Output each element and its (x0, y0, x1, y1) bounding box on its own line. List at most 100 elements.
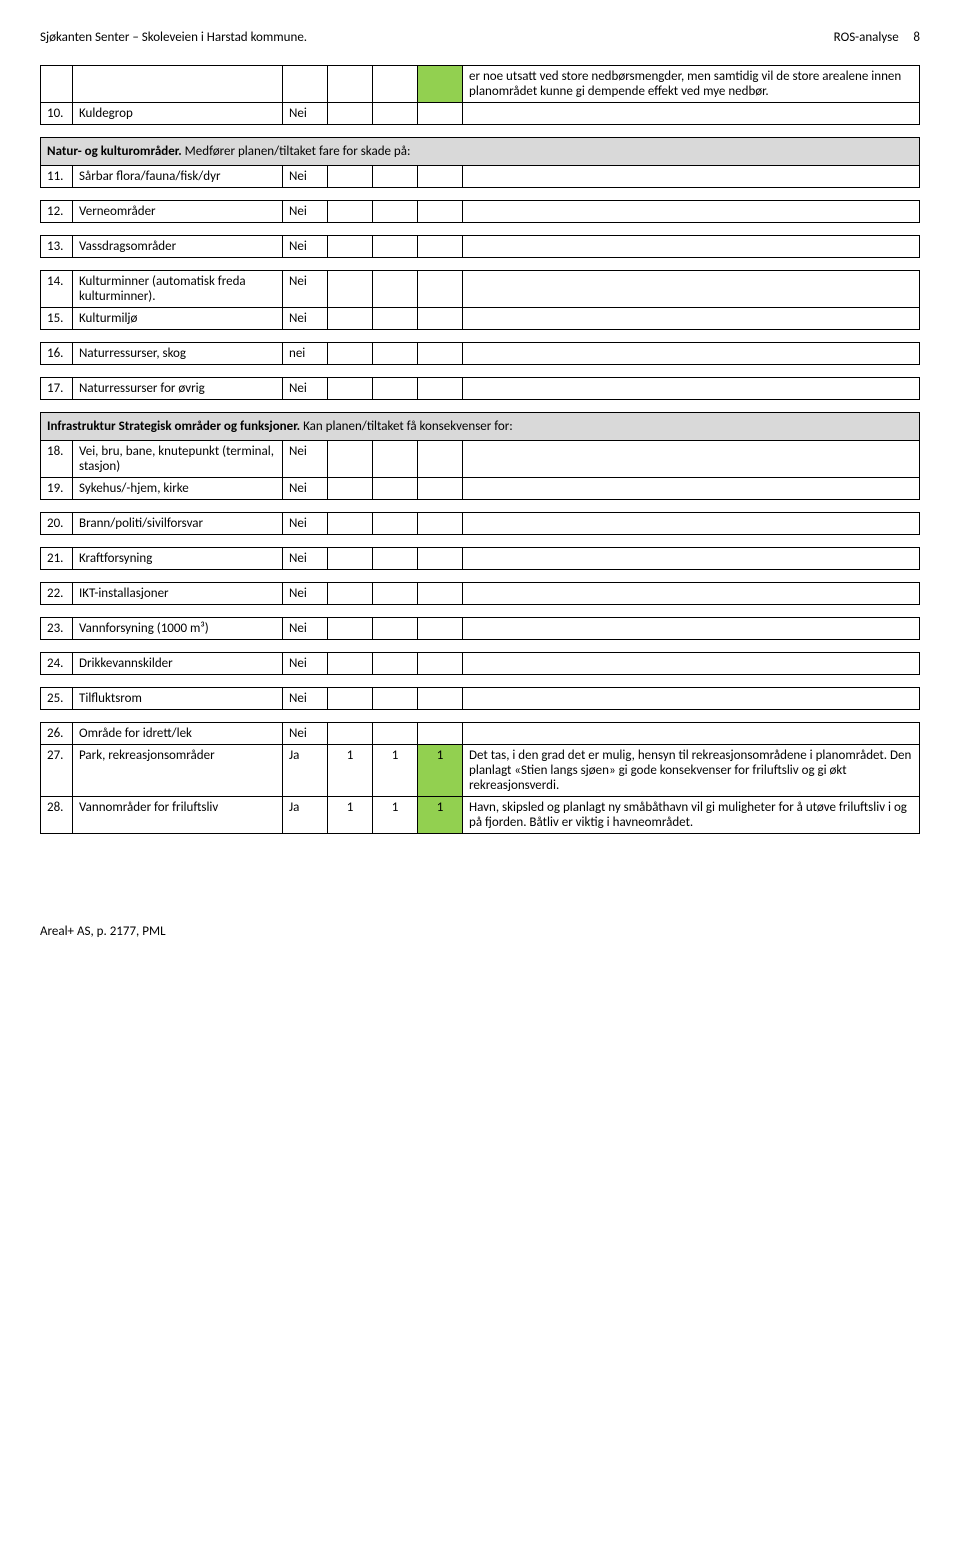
row-n2 (373, 548, 418, 570)
row-num: 11. (41, 166, 73, 188)
row-val: Nei (283, 688, 328, 710)
row-n1 (328, 271, 373, 308)
table-row: 18.Vei, bru, bane, knutepunkt (terminal,… (41, 441, 920, 478)
row-num: 16. (41, 343, 73, 365)
row-num: 25. (41, 688, 73, 710)
row-label: Sårbar flora/fauna/fisk/dyr (73, 166, 283, 188)
row-val: Nei (283, 378, 328, 400)
row-num: 26. (41, 723, 73, 745)
row-label: Naturressurser, skog (73, 343, 283, 365)
row-label: Område for idrett/lek (73, 723, 283, 745)
ros-table: 23.Vannforsyning (1000 m³)Nei (40, 617, 920, 640)
section-header: Natur- og kulturområder. Medfører planen… (41, 138, 920, 166)
table-row: 16.Naturressurser, skognei (41, 343, 920, 365)
row-n1 (328, 441, 373, 478)
row-n3 (418, 441, 463, 478)
row-comment: Det tas, i den grad det er mulig, hensyn… (463, 745, 920, 797)
row-label: Vannforsyning (1000 m³) (73, 618, 283, 640)
row-n2 (373, 688, 418, 710)
row-val: Nei (283, 308, 328, 330)
row-n3 (418, 271, 463, 308)
table-row: 25.TilfluktsromNei (41, 688, 920, 710)
row-comment (463, 723, 920, 745)
row-label: Drikkevannskilder (73, 653, 283, 675)
row-label: Kulturmiljø (73, 308, 283, 330)
ros-table: Infrastruktur Strategisk områder og funk… (40, 412, 920, 500)
row-num: 10. (41, 103, 73, 125)
row-comment (463, 343, 920, 365)
table-row: 20.Brann/politi/sivilforsvarNei (41, 513, 920, 535)
row-num: 22. (41, 583, 73, 605)
row-label (73, 66, 283, 103)
row-n2 (373, 653, 418, 675)
row-label: Vei, bru, bane, knutepunkt (terminal, st… (73, 441, 283, 478)
table-row: 28.Vannområder for friluftslivJa111Havn,… (41, 797, 920, 834)
row-label: Park, rekreasjonsområder (73, 745, 283, 797)
row-val: Nei (283, 513, 328, 535)
row-label: Verneområder (73, 201, 283, 223)
row-comment (463, 201, 920, 223)
row-num: 28. (41, 797, 73, 834)
row-n2: 1 (373, 745, 418, 797)
row-comment (463, 103, 920, 125)
row-label: Sykehus/-hjem, kirke (73, 478, 283, 500)
row-comment (463, 513, 920, 535)
ros-table: 17.Naturressurser for øvrigNei (40, 377, 920, 400)
row-n2 (373, 66, 418, 103)
row-n2 (373, 201, 418, 223)
table-row: 26.Område for idrett/lekNei (41, 723, 920, 745)
table-row: 17.Naturressurser for øvrigNei (41, 378, 920, 400)
table-row: 27.Park, rekreasjonsområderJa111Det tas,… (41, 745, 920, 797)
row-n2 (373, 166, 418, 188)
section-header-row: Natur- og kulturområder. Medfører planen… (41, 138, 920, 166)
row-num: 17. (41, 378, 73, 400)
row-num: 12. (41, 201, 73, 223)
row-val: Nei (283, 478, 328, 500)
table-row: 11.Sårbar flora/fauna/fisk/dyrNei (41, 166, 920, 188)
row-num: 23. (41, 618, 73, 640)
row-n3 (418, 378, 463, 400)
row-val: nei (283, 343, 328, 365)
row-n3 (418, 201, 463, 223)
row-label: Naturressurser for øvrig (73, 378, 283, 400)
row-n3 (418, 308, 463, 330)
row-n1 (328, 548, 373, 570)
row-val: Nei (283, 583, 328, 605)
row-label: Kuldegrop (73, 103, 283, 125)
row-n1 (328, 201, 373, 223)
row-n3 (418, 583, 463, 605)
table-row: 12.VerneområderNei (41, 201, 920, 223)
row-n2 (373, 441, 418, 478)
row-comment (463, 308, 920, 330)
row-comment (463, 618, 920, 640)
row-n2 (373, 723, 418, 745)
row-num (41, 66, 73, 103)
row-val: Nei (283, 271, 328, 308)
row-comment (463, 478, 920, 500)
row-n1 (328, 236, 373, 258)
row-label: Vassdragsområder (73, 236, 283, 258)
row-label: IKT-installasjoner (73, 583, 283, 605)
row-n2 (373, 103, 418, 125)
row-n1 (328, 378, 373, 400)
ros-table: 20.Brann/politi/sivilforsvarNei (40, 512, 920, 535)
ros-table: Natur- og kulturområder. Medfører planen… (40, 137, 920, 188)
row-val: Ja (283, 745, 328, 797)
row-val: Nei (283, 103, 328, 125)
ros-table: 16.Naturressurser, skognei (40, 342, 920, 365)
row-n2 (373, 271, 418, 308)
row-n3 (418, 236, 463, 258)
ros-table: 26.Område for idrett/lekNei27.Park, rekr… (40, 722, 920, 834)
table-row: 22.IKT-installasjonerNei (41, 583, 920, 605)
row-comment (463, 441, 920, 478)
table-row: 13.VassdragsområderNei (41, 236, 920, 258)
row-n2 (373, 513, 418, 535)
row-n1 (328, 653, 373, 675)
row-val: Nei (283, 548, 328, 570)
table-row: 10.KuldegropNei (41, 103, 920, 125)
header-left: Sjøkanten Senter – Skoleveien i Harstad … (40, 30, 307, 45)
row-num: 27. (41, 745, 73, 797)
row-num: 20. (41, 513, 73, 535)
row-n2: 1 (373, 797, 418, 834)
row-num: 24. (41, 653, 73, 675)
